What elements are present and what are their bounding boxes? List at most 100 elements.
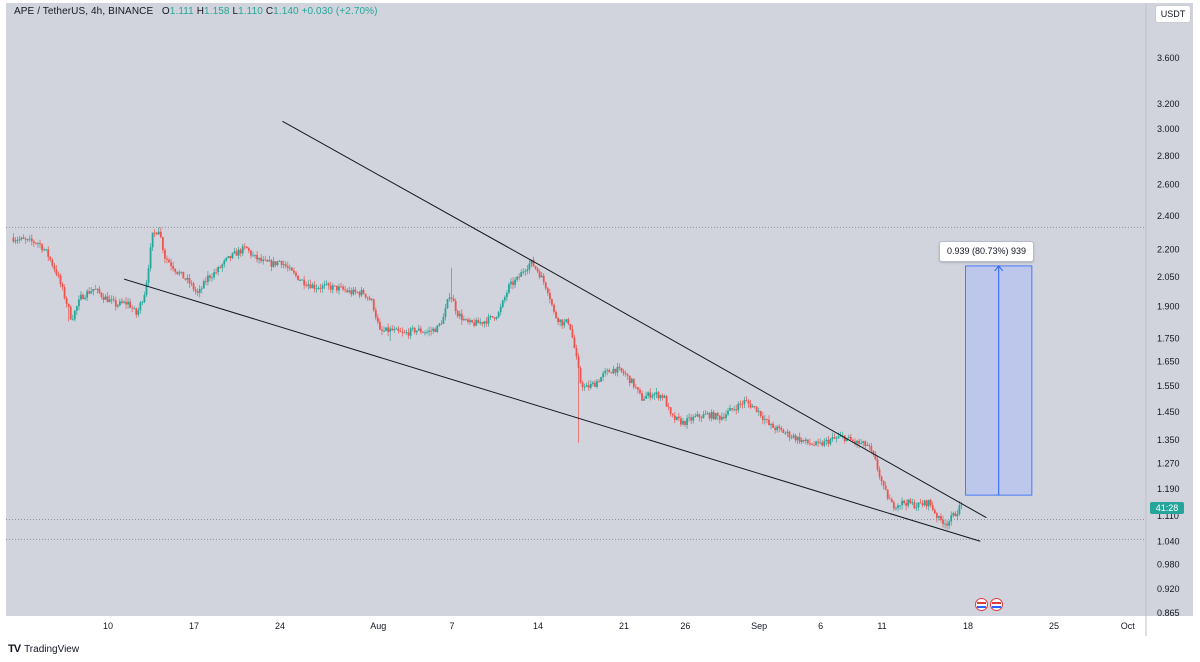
candle-body — [82, 294, 84, 300]
candle-body — [919, 502, 922, 504]
candle-body — [26, 239, 29, 240]
candle-body — [718, 415, 721, 420]
candle-body — [587, 385, 590, 388]
candle-body — [370, 299, 373, 301]
candle-body — [532, 259, 535, 267]
candle-body — [655, 392, 658, 395]
candle-body — [78, 299, 80, 307]
candle-body — [168, 259, 170, 263]
candle-body — [720, 416, 723, 420]
candle-body — [456, 311, 459, 317]
candle-body — [782, 429, 785, 434]
candle-body — [888, 498, 891, 500]
time-tick-label: 6 — [818, 621, 823, 631]
candle-body — [215, 272, 218, 273]
candle-body — [811, 443, 813, 445]
candle-body — [274, 261, 277, 265]
candle-body — [94, 289, 97, 290]
candle-body — [364, 293, 367, 297]
candle-body — [776, 426, 779, 431]
candle-body — [862, 441, 865, 444]
currency-button[interactable]: USDT — [1155, 5, 1191, 23]
candle-body — [626, 374, 629, 376]
candle-body — [950, 515, 953, 522]
candle-body — [264, 259, 267, 261]
candle-body — [581, 382, 584, 388]
candle-body — [379, 321, 381, 330]
candle-body — [872, 450, 875, 455]
candle-body — [917, 502, 920, 508]
candle-body — [729, 408, 731, 411]
us-flag-icon[interactable] — [990, 598, 1003, 611]
candle-body — [620, 368, 623, 372]
candle-body — [100, 292, 103, 297]
candle-body — [448, 297, 451, 300]
candle-body — [712, 412, 715, 420]
candle-body — [806, 439, 809, 444]
candle-body — [290, 267, 293, 271]
candle-body — [440, 323, 443, 325]
trendline-upper — [282, 120, 987, 519]
price-tick-label: 1.900 — [1157, 302, 1180, 312]
candle-body — [854, 441, 856, 444]
candle-body — [452, 298, 455, 302]
price-tick-label: 0.865 — [1157, 608, 1180, 618]
candle-body — [340, 286, 342, 288]
candle-body — [407, 332, 410, 336]
last-price-badge: 41:28 — [1150, 502, 1184, 514]
candle-body — [485, 321, 488, 324]
candle-body — [639, 389, 641, 394]
candle-body — [198, 288, 201, 293]
candle-body — [907, 499, 910, 506]
tradingview-brand[interactable]: TV TradingView — [8, 643, 79, 655]
candle-body — [739, 403, 742, 405]
candle-body — [166, 258, 168, 260]
candle-body — [761, 416, 764, 420]
trendline-drawings[interactable] — [123, 120, 987, 542]
candle-body — [90, 291, 93, 294]
candle-body — [114, 300, 117, 307]
candle-body — [55, 269, 58, 275]
candle-body — [200, 288, 203, 290]
candle-body — [632, 378, 635, 387]
price-tick-label: 2.800 — [1157, 151, 1180, 161]
candle-body — [411, 327, 414, 329]
candle-body — [258, 257, 261, 260]
candle-body — [903, 500, 906, 504]
candle-body — [190, 283, 193, 285]
candle-body — [311, 284, 314, 289]
candle-body — [413, 327, 416, 333]
candle-body — [569, 323, 572, 330]
candle-body — [946, 523, 949, 526]
candle-body — [682, 420, 684, 425]
candle-body — [544, 282, 547, 289]
candle-body — [86, 291, 89, 298]
candle-body — [127, 301, 129, 305]
candle-body — [503, 297, 506, 301]
candle-body — [309, 284, 312, 289]
candle-body — [397, 328, 400, 331]
candle-body — [612, 368, 615, 374]
price-range-measure[interactable] — [965, 265, 1033, 496]
candle-body — [465, 319, 467, 320]
candle-body — [71, 319, 74, 321]
time-tick-label: 26 — [680, 621, 690, 631]
candle-body — [487, 316, 490, 324]
us-flag-icon[interactable] — [975, 598, 988, 611]
candle-body — [651, 395, 654, 398]
time-axis-area[interactable] — [6, 616, 1193, 636]
candle-body — [540, 275, 543, 278]
candle-body — [866, 445, 869, 446]
candle-body — [170, 262, 172, 266]
candle-body — [665, 396, 668, 407]
candle-body — [376, 317, 379, 322]
candle-body — [409, 328, 412, 336]
candle-body — [819, 442, 822, 444]
candle-body — [188, 278, 191, 284]
candle-body — [282, 264, 285, 266]
price-tick-label: 1.650 — [1157, 357, 1180, 367]
symbol-name[interactable]: APE / TetherUS, 4h, BINANCE — [14, 6, 154, 17]
candle-body — [680, 418, 682, 425]
candle-body — [561, 319, 564, 326]
